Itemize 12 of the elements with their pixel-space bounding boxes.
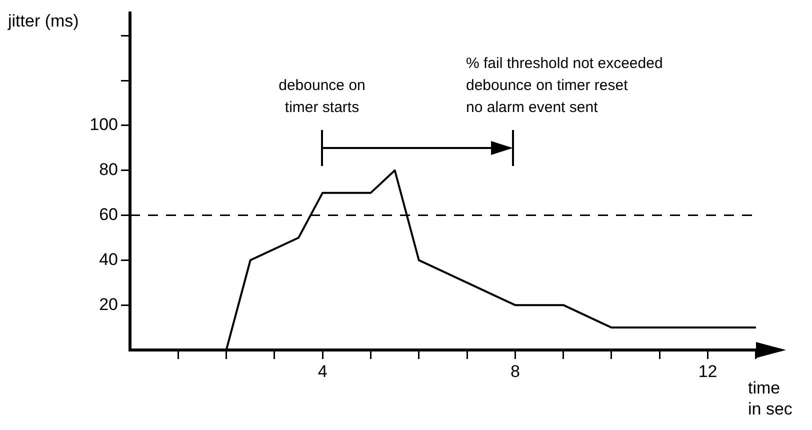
x-tick-label: 4	[318, 362, 328, 381]
y-tick-label: 100	[90, 115, 118, 134]
annotation: % fail threshold not exceeded debounce on timer reset no alarm event sent	[466, 55, 663, 116]
x-tick-label: 8	[510, 362, 520, 381]
y-axis-title: jitter (ms)	[7, 12, 79, 31]
x-tick-label: 12	[698, 362, 718, 381]
y-tick-label: 60	[99, 204, 118, 224]
y-tick-label: 20	[99, 294, 118, 314]
y-tick-label: 80	[99, 160, 118, 180]
y-tick-label: 40	[99, 250, 118, 269]
x-axis-title: time in sec	[748, 378, 793, 419]
annotation: debounce on timer starts	[278, 77, 366, 116]
